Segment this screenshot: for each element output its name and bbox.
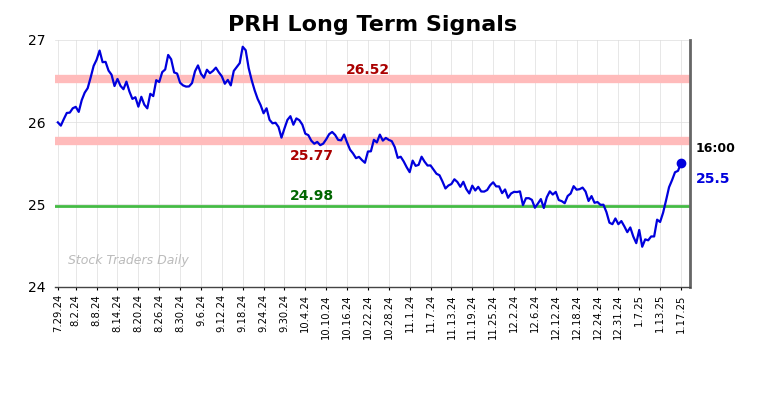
Title: PRH Long Term Signals: PRH Long Term Signals — [228, 16, 517, 35]
Text: 24.98: 24.98 — [289, 189, 334, 203]
Text: 16:00: 16:00 — [695, 142, 735, 155]
Text: 25.5: 25.5 — [695, 172, 730, 185]
Text: 25.77: 25.77 — [289, 149, 333, 163]
Text: 26.52: 26.52 — [346, 63, 390, 77]
Text: Stock Traders Daily: Stock Traders Daily — [67, 254, 188, 267]
